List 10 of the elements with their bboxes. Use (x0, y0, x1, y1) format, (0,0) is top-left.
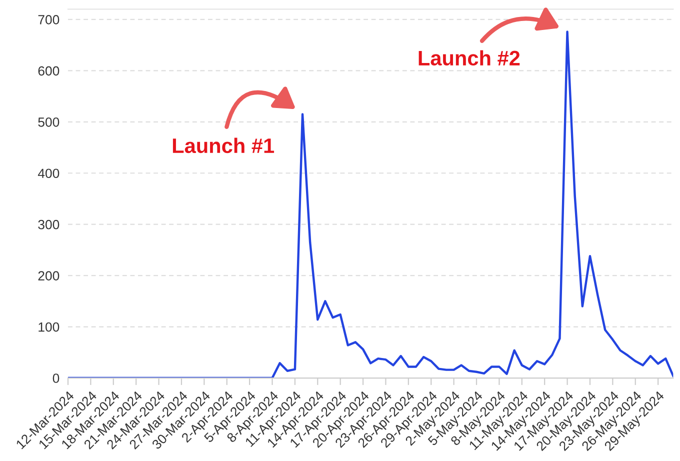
y-tick-label: 700 (38, 15, 60, 24)
y-tick-label: 100 (38, 322, 60, 332)
y-tick-label: 0 (52, 374, 60, 383)
y-tick-label: 500 (38, 117, 60, 127)
y-tick-label: 300 (38, 220, 60, 230)
y-tick-label: 200 (38, 271, 60, 280)
annotation: Launch #1 (172, 138, 274, 154)
annotation: Launch #2 (418, 50, 520, 66)
y-tick-label: 600 (38, 66, 60, 76)
y-tick-label: 400 (38, 168, 60, 178)
